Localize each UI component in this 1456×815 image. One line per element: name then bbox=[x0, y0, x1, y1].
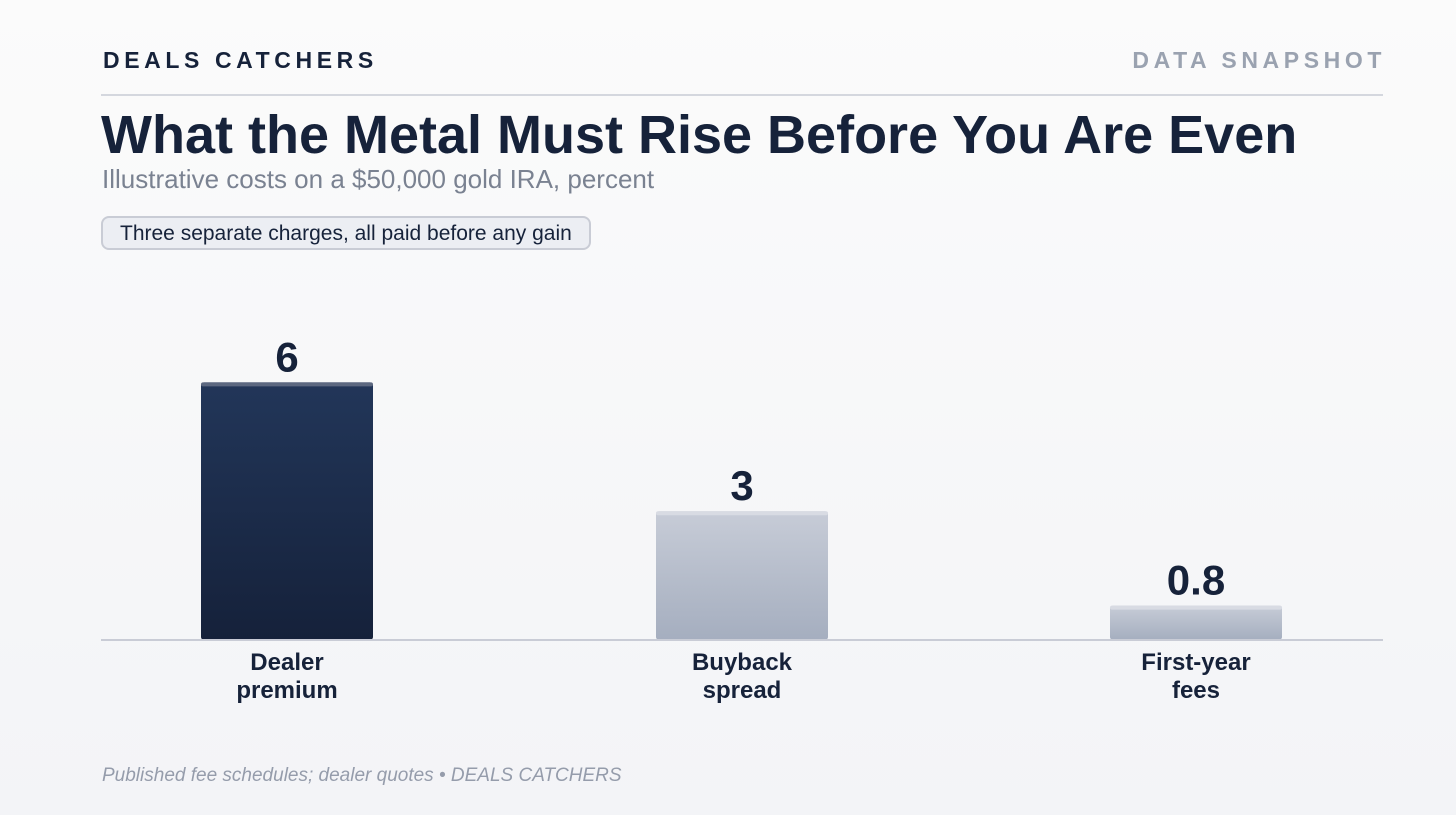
section-tagline: DATA SNAPSHOT bbox=[1132, 47, 1386, 73]
chart-title: What the Metal Must Rise Before You Are … bbox=[101, 105, 1298, 165]
annotation-callout: Three separate charges, all paid before … bbox=[101, 216, 591, 250]
bars-group bbox=[201, 382, 1282, 640]
value-label-1: 3 bbox=[730, 462, 753, 509]
category-label-0-line-0: Dealer bbox=[250, 649, 323, 676]
brand-name: DEALS CATCHERS bbox=[103, 47, 378, 73]
value-label-0: 6 bbox=[275, 333, 298, 380]
chart-subtitle: Illustrative costs on a $50,000 gold IRA… bbox=[102, 164, 655, 194]
category-label-2-line-0: First-year bbox=[1141, 649, 1250, 676]
bar-cap-2 bbox=[1110, 605, 1282, 610]
value-label-2: 0.8 bbox=[1167, 557, 1225, 604]
category-label-1-line-0: Buyback bbox=[692, 649, 793, 676]
bar-cap-0 bbox=[201, 382, 373, 387]
category-label-2-line-1: fees bbox=[1172, 677, 1220, 704]
header-divider bbox=[101, 94, 1383, 96]
category-label-0-line-1: premium bbox=[236, 677, 337, 704]
source-footnote: Published fee schedules; dealer quotes •… bbox=[102, 765, 622, 786]
bar-cap-1 bbox=[656, 511, 828, 516]
bar-1 bbox=[656, 511, 828, 640]
bar-0 bbox=[201, 382, 373, 640]
category-label-1-line-1: spread bbox=[703, 677, 782, 704]
bar-2 bbox=[1110, 605, 1282, 640]
